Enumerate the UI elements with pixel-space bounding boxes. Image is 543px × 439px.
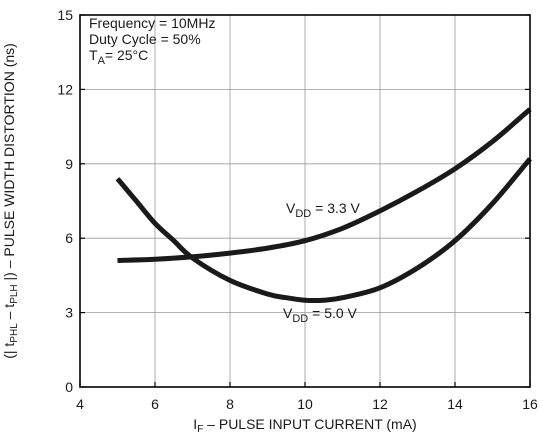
y-axis-title-s1: PHL [9, 323, 20, 343]
series-label-vdd-5-0-main: V [283, 305, 293, 321]
x-tick-label: 14 [447, 396, 463, 412]
series-layer [115, 107, 532, 303]
x-tick-label: 12 [372, 396, 388, 412]
x-tick-label: 4 [76, 396, 84, 412]
condition-duty-cycle: Duty Cycle = 50% [89, 31, 201, 47]
y-tick-label: 6 [65, 230, 73, 246]
y-tick-label: 3 [65, 305, 73, 321]
temperature-symbol: T [89, 47, 98, 63]
series-label-vdd-5-0-sub: DD [292, 313, 308, 325]
x-axis-title: IF – PULSE INPUT CURRENT (mA) [193, 416, 416, 435]
series-label-vdd-3-3-main: V [286, 200, 296, 216]
series-label-vdd-3-3-sub: DD [295, 208, 311, 220]
series-label-vdd-3-3: VDD = 3.3 V [286, 200, 361, 220]
y-axis-title-p1: (| t [1, 343, 17, 359]
condition-frequency: Frequency = 10MHz [89, 15, 215, 31]
y-axis-title: (| tPHL – tPLH |) – PULSE WIDTH DISTORTI… [1, 43, 20, 359]
series-label-vdd-5-0-rest: = 5.0 V [308, 305, 357, 321]
x-tick-label: 6 [151, 396, 159, 412]
x-axis-title-rest: – PULSE INPUT CURRENT (mA) [203, 416, 416, 432]
y-axis-title-p2: – t [1, 304, 17, 324]
x-tick-label: 10 [297, 396, 313, 412]
temperature-subscript: A [98, 55, 106, 67]
x-tick-label: 8 [226, 396, 234, 412]
y-tick-label: 12 [57, 81, 73, 97]
series-line-vdd-5-0 [115, 157, 532, 303]
temperature-value: = 25°C [105, 47, 148, 63]
series-label-vdd-5-0: VDD = 5.0 V [283, 305, 358, 325]
axis-ticks: 4 6 8 10 12 14 16 0 3 6 9 12 15 [57, 7, 538, 412]
y-axis-title-s2: PLH [9, 284, 20, 303]
x-axis-title-main: I [193, 416, 197, 432]
y-tick-label: 0 [65, 379, 73, 395]
x-tick-label: 16 [522, 396, 538, 412]
y-tick-label: 9 [65, 156, 73, 172]
series-label-vdd-3-3-rest: = 3.3 V [311, 200, 360, 216]
condition-temperature: TA= 25°C [89, 47, 148, 67]
y-tick-label: 15 [57, 7, 73, 23]
y-axis-title-p3: |) – PULSE WIDTH DISTORTION (ns) [1, 43, 17, 284]
x-axis-title-sub: F [197, 424, 203, 435]
